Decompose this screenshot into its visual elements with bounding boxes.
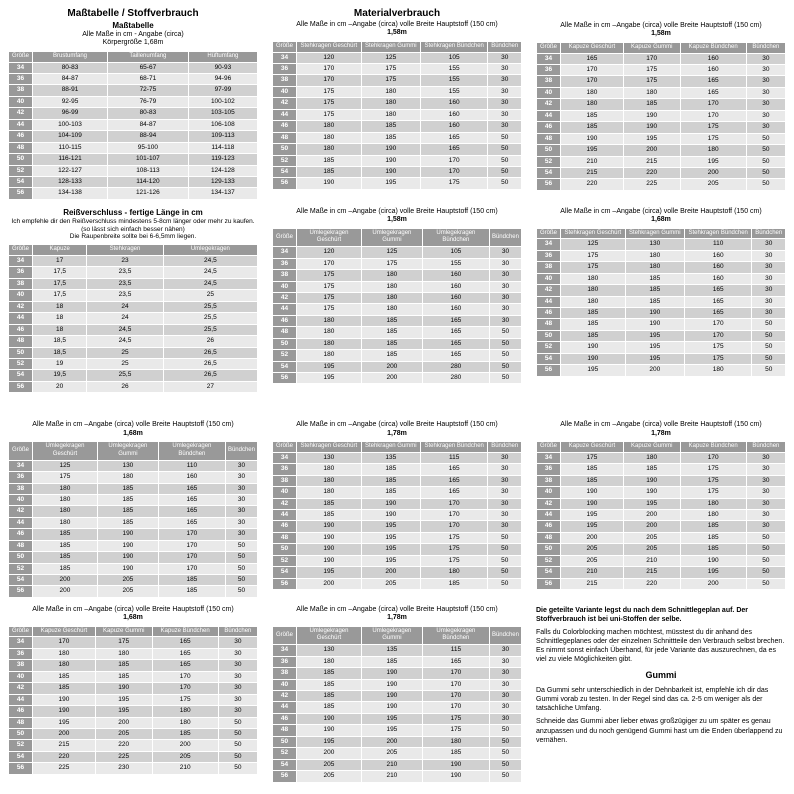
material-title: Materialverbrauch: [272, 8, 522, 19]
r3c2-block: Alle Maße in cm –Angabe (circa) volle Br…: [272, 401, 522, 598]
mid1-table: GrößeUmlegekragen GeschürtUmlegekragen G…: [272, 228, 522, 385]
info1: Die geteilte Variante legst du nach dem …: [536, 607, 748, 623]
reiss-note: Ich empfehle dir den Reißverschluss mind…: [8, 218, 258, 241]
mass-title: Maßtabelle / Stoffverbrauch: [8, 8, 258, 19]
r4c2-block: Alle Maße in cm –Angabe (circa) volle Br…: [272, 606, 522, 783]
r4c1-table: GrößeKapuze GeschürtKapuze GummiKapuze B…: [8, 626, 258, 775]
r3c1-table: GrößeUmlegekragen GeschürtUmlegekragen G…: [8, 441, 258, 598]
gummi2: Schneide das Gummi aber lieber etwas gro…: [536, 717, 786, 744]
r3c3-table: GrößeKapuze GeschürtKapuze GummiKapuze B…: [536, 441, 786, 590]
mid2-block: Alle Maße in cm –Angabe (circa) volle Br…: [536, 208, 786, 393]
reiss-title: Reißverschluss - fertige Länge in cm: [8, 208, 258, 217]
mass-table: GrößeBrustumfangTaillenumfangHüftumfang3…: [8, 51, 258, 200]
mid2-table: GrößeStehkragen GeschürtStehkragen Gummi…: [536, 228, 786, 377]
mass-subtitle: Maßtabelle: [8, 21, 258, 30]
reiss-table: GrößeKapuzeStehkragenUmlegekragen3417232…: [8, 244, 258, 393]
mass-sub: Alle Maße in cm - Angabe (circa) Körperg…: [8, 31, 258, 48]
top2-table: GrößeKapuze GeschürtKapuze GummiKapuze B…: [536, 42, 786, 191]
info-block: Die geteilte Variante legst du nach dem …: [536, 606, 786, 783]
mat-sub1: Alle Maße in cm –Angabe (circa) volle Br…: [272, 21, 522, 38]
r3c2-table: GrößeStehkragen GeschürtStehkragen Gummi…: [272, 441, 522, 590]
r4c1-block: Alle Maße in cm –Angabe (circa) volle Br…: [8, 606, 258, 783]
mass-block: Maßtabelle / Stoffverbrauch Maßtabelle A…: [8, 8, 258, 200]
r3c1-block: Alle Maße in cm –Angabe (circa) volle Br…: [8, 401, 258, 598]
gummi1: Da Gummi sehr unterschiedlich in der Deh…: [536, 686, 786, 713]
top1-table: GrößeStehkragen GeschürtStehkragen Gummi…: [272, 41, 522, 190]
reiss-block: Reißverschluss - fertige Länge in cm Ich…: [8, 208, 258, 393]
top2-block: Alle Maße in cm –Angabe (circa) volle Br…: [536, 8, 786, 200]
material-block: Materialverbrauch Alle Maße in cm –Angab…: [272, 8, 522, 200]
gummi-heading: Gummi: [536, 670, 786, 682]
info2: Falls du Colorblocking machen möchtest, …: [536, 628, 786, 664]
r4c2-table: GrößeUmlegekragen GeschürtUmlegekragen G…: [272, 626, 522, 783]
mid1-block: Alle Maße in cm –Angabe (circa) volle Br…: [272, 208, 522, 393]
r3c3-block: Alle Maße in cm –Angabe (circa) volle Br…: [536, 401, 786, 598]
